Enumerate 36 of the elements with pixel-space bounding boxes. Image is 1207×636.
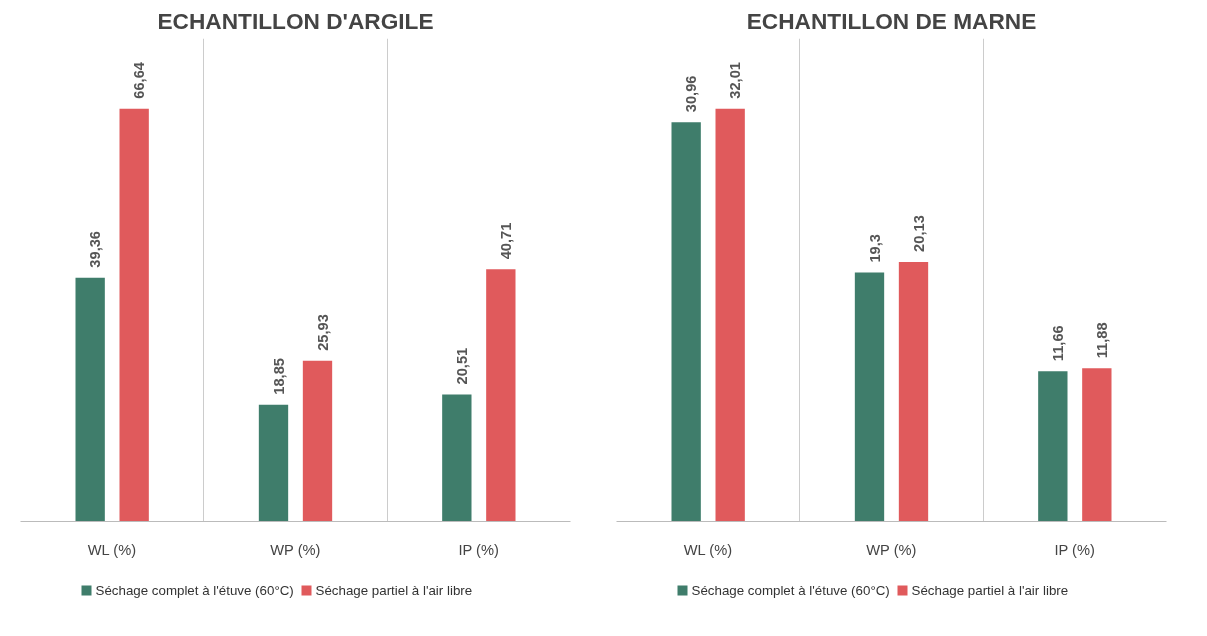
x-tick-label: WL (%) <box>87 541 137 558</box>
data-label: 18,85 <box>270 358 287 395</box>
bar <box>1038 371 1068 522</box>
bar <box>75 277 105 522</box>
bar <box>486 269 516 522</box>
x-tick-label: WL (%) <box>683 541 733 558</box>
data-label: 66,64 <box>131 61 148 99</box>
data-label: 30,96 <box>683 75 700 113</box>
chart-title: ECHANTILLON DE MARNE <box>746 7 1037 34</box>
x-tick-label: IP (%) <box>1054 541 1095 558</box>
data-label: 25,93 <box>314 314 331 351</box>
data-label: 11,88 <box>1093 322 1110 359</box>
bar <box>898 261 929 522</box>
data-label: 39,36 <box>87 230 104 268</box>
x-tick-label: IP (%) <box>458 541 499 558</box>
bar <box>119 108 149 522</box>
legend-label: Séchage complet à l'étuve (60°C) <box>95 583 294 598</box>
bar <box>258 404 289 522</box>
bar <box>854 272 885 522</box>
data-label: 40,71 <box>497 222 514 260</box>
x-tick-label: WP (%) <box>270 541 321 558</box>
data-label: 20,51 <box>453 347 470 385</box>
bar <box>442 394 472 522</box>
legend-label: Séchage partiel à l'air libre <box>911 583 1069 598</box>
legend-label: Séchage complet à l'étuve (60°C) <box>691 583 890 598</box>
bar <box>715 108 745 522</box>
x-tick-label: WP (%) <box>866 541 917 558</box>
bar <box>671 122 701 522</box>
bar <box>1082 368 1112 522</box>
legend-label: Séchage partiel à l'air libre <box>315 583 473 598</box>
data-label: 20,13 <box>910 215 927 252</box>
bar <box>302 360 333 522</box>
data-label: 32,01 <box>727 61 744 99</box>
data-label: 11,66 <box>1049 325 1066 362</box>
data-label: 19,3 <box>866 234 883 263</box>
chart-title: ECHANTILLON D'ARGILE <box>157 7 434 34</box>
